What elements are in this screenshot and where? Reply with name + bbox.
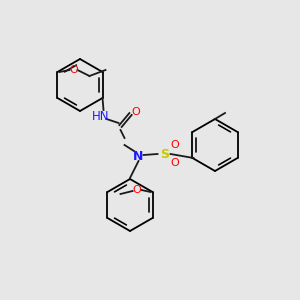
Text: O: O	[131, 107, 140, 117]
Text: O: O	[170, 140, 179, 150]
Text: O: O	[69, 65, 78, 75]
Text: N: N	[133, 149, 144, 163]
Text: S: S	[160, 148, 169, 160]
Text: O: O	[132, 185, 141, 195]
Text: HN: HN	[92, 110, 109, 122]
Text: O: O	[170, 158, 179, 168]
